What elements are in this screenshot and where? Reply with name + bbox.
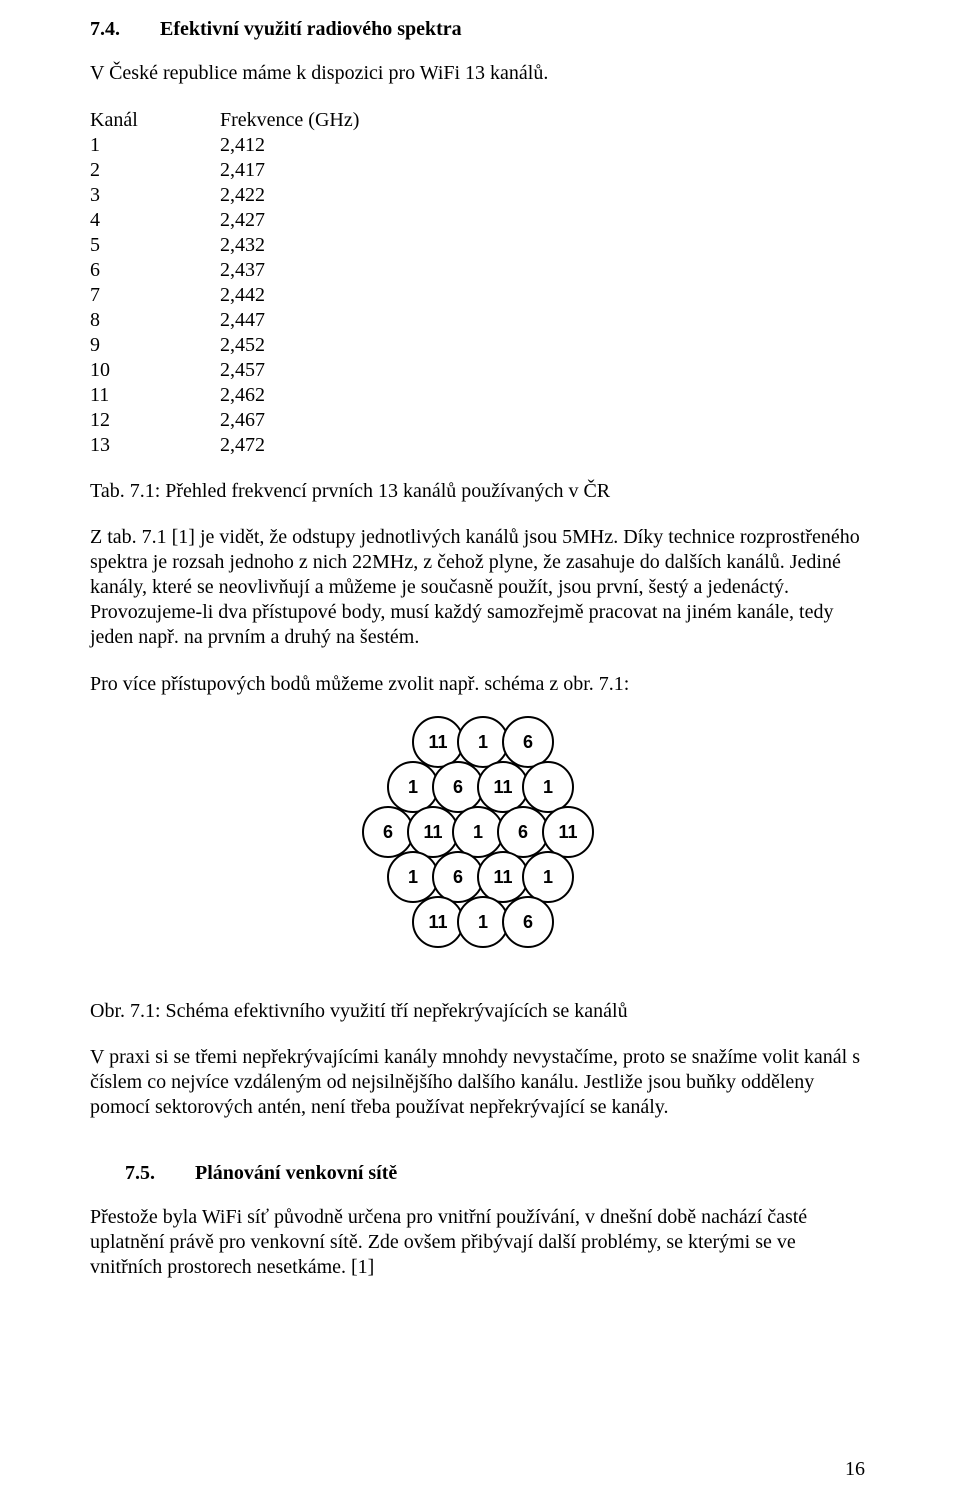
paragraph-2: Pro více přístupových bodů můžeme zvolit… <box>90 672 865 697</box>
paragraph-1: Z tab. 7.1 [1] je vidět, že odstupy jedn… <box>90 525 865 650</box>
cell-label: 6 <box>452 777 462 797</box>
cell-label: 1 <box>542 777 552 797</box>
table-row: 42,427 <box>90 208 865 233</box>
cell-label: 6 <box>522 732 532 752</box>
cell-kanal: 5 <box>90 233 220 258</box>
th-kanal: Kanál <box>90 108 220 133</box>
cell-label: 6 <box>522 912 532 932</box>
figure-7-1: 1116161116111611161111116 <box>90 707 865 972</box>
cell-label: 6 <box>382 822 392 842</box>
page-number: 16 <box>845 1458 865 1481</box>
cell-frekvence: 2,457 <box>220 358 265 383</box>
paragraph-3: V praxi si se třemi nepřekrývajícími kan… <box>90 1045 865 1120</box>
table-row: 102,457 <box>90 358 865 383</box>
table-row: 22,417 <box>90 158 865 183</box>
cell-frekvence: 2,437 <box>220 258 265 283</box>
cell-label: 11 <box>493 867 512 887</box>
cell-frekvence: 2,417 <box>220 158 265 183</box>
th-frekvence: Frekvence (GHz) <box>220 108 359 133</box>
table-row: 82,447 <box>90 308 865 333</box>
cell-frekvence: 2,452 <box>220 333 265 358</box>
table-caption: Tab. 7.1: Přehled frekvencí prvních 13 k… <box>90 480 865 503</box>
cell-label: 11 <box>423 822 442 842</box>
cell-frekvence: 2,462 <box>220 383 265 408</box>
cell-label: 11 <box>428 732 447 752</box>
cell-label: 1 <box>407 867 417 887</box>
table-row: 72,442 <box>90 283 865 308</box>
cell-label: 1 <box>407 777 417 797</box>
table-body: 12,41222,41732,42242,42752,43262,43772,4… <box>90 133 865 458</box>
table-row: 12,412 <box>90 133 865 158</box>
table-row: 112,462 <box>90 383 865 408</box>
cell-label: 1 <box>542 867 552 887</box>
figure-caption: Obr. 7.1: Schéma efektivního využití tří… <box>90 1000 865 1023</box>
cell-frekvence: 2,427 <box>220 208 265 233</box>
cell-kanal: 1 <box>90 133 220 158</box>
channel-reuse-diagram: 1116161116111611161111116 <box>348 707 608 967</box>
cell-kanal: 10 <box>90 358 220 383</box>
cell-frekvence: 2,442 <box>220 283 265 308</box>
table-row: 62,437 <box>90 258 865 283</box>
cell-frekvence: 2,472 <box>220 433 265 458</box>
cell-frekvence: 2,447 <box>220 308 265 333</box>
cell-label: 11 <box>493 777 512 797</box>
page: 7.4. Efektivní využití radiového spektra… <box>0 0 960 1511</box>
table-row: 32,422 <box>90 183 865 208</box>
cell-frekvence: 2,432 <box>220 233 265 258</box>
heading-7-4: 7.4. Efektivní využití radiového spektra <box>90 18 865 41</box>
cell-kanal: 7 <box>90 283 220 308</box>
cell-frekvence: 2,467 <box>220 408 265 433</box>
intro-paragraph: V České republice máme k dispozici pro W… <box>90 61 865 86</box>
cell-frekvence: 2,422 <box>220 183 265 208</box>
table-row: 52,432 <box>90 233 865 258</box>
cell-label: 6 <box>517 822 527 842</box>
cell-kanal: 9 <box>90 333 220 358</box>
table-header: Kanál Frekvence (GHz) <box>90 108 865 133</box>
cell-kanal: 2 <box>90 158 220 183</box>
cell-kanal: 8 <box>90 308 220 333</box>
heading-7-5: 7.5. Plánování venkovní sítě <box>90 1162 865 1185</box>
cell-kanal: 13 <box>90 433 220 458</box>
cell-label: 6 <box>452 867 462 887</box>
cell-label: 1 <box>477 912 487 932</box>
cell-frekvence: 2,412 <box>220 133 265 158</box>
frequency-table: Kanál Frekvence (GHz) 12,41222,41732,422… <box>90 108 865 458</box>
cell-label: 11 <box>428 912 447 932</box>
cell-kanal: 4 <box>90 208 220 233</box>
cell-kanal: 11 <box>90 383 220 408</box>
table-row: 122,467 <box>90 408 865 433</box>
heading-number: 7.4. <box>90 18 155 41</box>
heading-title: Plánování venkovní sítě <box>195 1162 397 1184</box>
table-row: 92,452 <box>90 333 865 358</box>
heading-title: Efektivní využití radiového spektra <box>160 18 462 40</box>
cell-kanal: 6 <box>90 258 220 283</box>
cell-label: 1 <box>477 732 487 752</box>
cell-kanal: 3 <box>90 183 220 208</box>
paragraph-7-5: Přestože byla WiFi síť původně určena pr… <box>90 1205 865 1280</box>
cell-kanal: 12 <box>90 408 220 433</box>
cell-label: 11 <box>558 822 577 842</box>
cell-label: 1 <box>472 822 482 842</box>
table-row: 132,472 <box>90 433 865 458</box>
heading-number: 7.5. <box>125 1162 190 1185</box>
